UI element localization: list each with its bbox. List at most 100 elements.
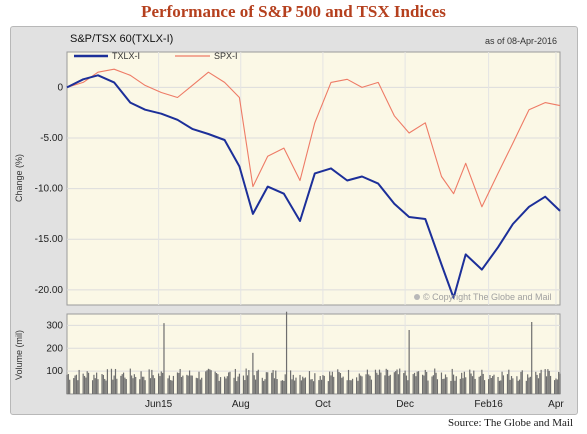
volume-bar [97,379,99,394]
volume-bar [176,372,179,394]
volume-bar [78,369,80,394]
volume-bar [294,380,296,394]
volume-bar [512,378,514,394]
volume-bar [310,379,312,394]
volume-bar [205,371,207,394]
volume-bar [346,380,348,394]
volume-bar [358,373,360,394]
volume-bar [508,369,510,394]
volume-bar [319,376,321,394]
volume-bar [234,368,236,394]
volume-bar [209,369,211,394]
volume-bar [444,374,447,394]
legend-label-spx: SPX-I [214,51,238,61]
volume-bar [121,374,123,394]
volume-bar [396,369,398,394]
volume-grid [67,314,560,394]
volume-bar [300,380,302,394]
volume-bar [252,352,254,394]
volume-bar [188,370,191,394]
volume-bar [450,380,452,394]
volume-bar [351,378,354,394]
volume-bar [226,376,228,394]
volume-bar [124,377,126,394]
volume-bar [83,375,86,394]
volume-bar [273,378,276,394]
volume-bar [140,371,142,394]
volume-bar [246,375,249,394]
volume-bar [455,376,457,394]
volume-bar [529,376,531,394]
copyright-dot [414,294,420,300]
volume-bar [265,372,267,394]
volume-bar [225,378,227,394]
volume-bar [376,372,378,394]
volume-bar [454,380,456,394]
volume-bar [182,375,184,394]
volume-bar [253,375,255,394]
volume-bar [377,374,379,394]
volume-bar [350,380,352,394]
volume-bar [461,372,463,394]
volume-bar [82,373,84,394]
volume-bar [488,379,490,394]
volume-bar [302,376,304,394]
volume-bar [338,372,340,394]
volume-bar [148,369,150,394]
volume-bar [536,374,538,394]
volume-bar [290,370,292,394]
volume-bar [539,373,541,394]
volume-bar [129,368,131,394]
volume-bar [528,377,530,394]
volume-bar [149,378,152,394]
volume-bar [517,380,519,394]
volume-bar [500,380,502,394]
volume-bar [320,379,323,394]
volume-bar [405,375,408,394]
copyright-note: © Copyright The Globe and Mail [423,292,552,302]
volume-bar [378,369,381,394]
volume-bar [214,371,216,394]
volume-bar [131,375,133,394]
series-line-spx [66,68,561,208]
as-of-date: as of 08-Apr-2016 [485,36,557,46]
volume-bar [74,375,76,394]
volume-bar [432,375,434,394]
volume-bar [303,378,305,394]
volume-bar [244,380,246,394]
volume-bar [555,378,557,394]
volume-bar [329,371,331,394]
volume-bar [501,371,503,394]
volume-bar [77,380,79,394]
volume-bar [493,374,495,394]
volume-bar [333,376,335,394]
volume-bar [422,374,424,394]
volume-bar [322,375,324,394]
volume-bar [218,380,220,394]
volume-bar [144,380,146,394]
volume-bar [264,379,266,394]
volume-bar [215,373,218,394]
volume-bar [521,370,523,394]
price-y-tick-label: -20.00 [35,285,64,296]
volume-bar [172,375,175,394]
volume-bar [436,379,439,394]
page-title: Performance of S&P 500 and TSX Indices [141,2,446,21]
volume-bar [206,370,208,394]
volume-bar [479,375,482,394]
volume-bar [451,368,453,394]
volume-bar [153,378,156,394]
volume-bar [459,378,461,394]
price-y-tick-label: -15.00 [35,234,64,245]
volume-bar [139,379,141,394]
volume-bar [162,372,164,394]
volume-bar [281,380,284,394]
source-note: Source: The Globe and Mail [447,417,573,429]
volume-bar [276,379,278,394]
volume-bar [323,375,325,394]
volume-bar [502,375,505,394]
volume-bar [426,371,428,394]
volume-bar [191,375,193,394]
volume-bar [318,380,320,394]
volume-bar [481,369,483,394]
